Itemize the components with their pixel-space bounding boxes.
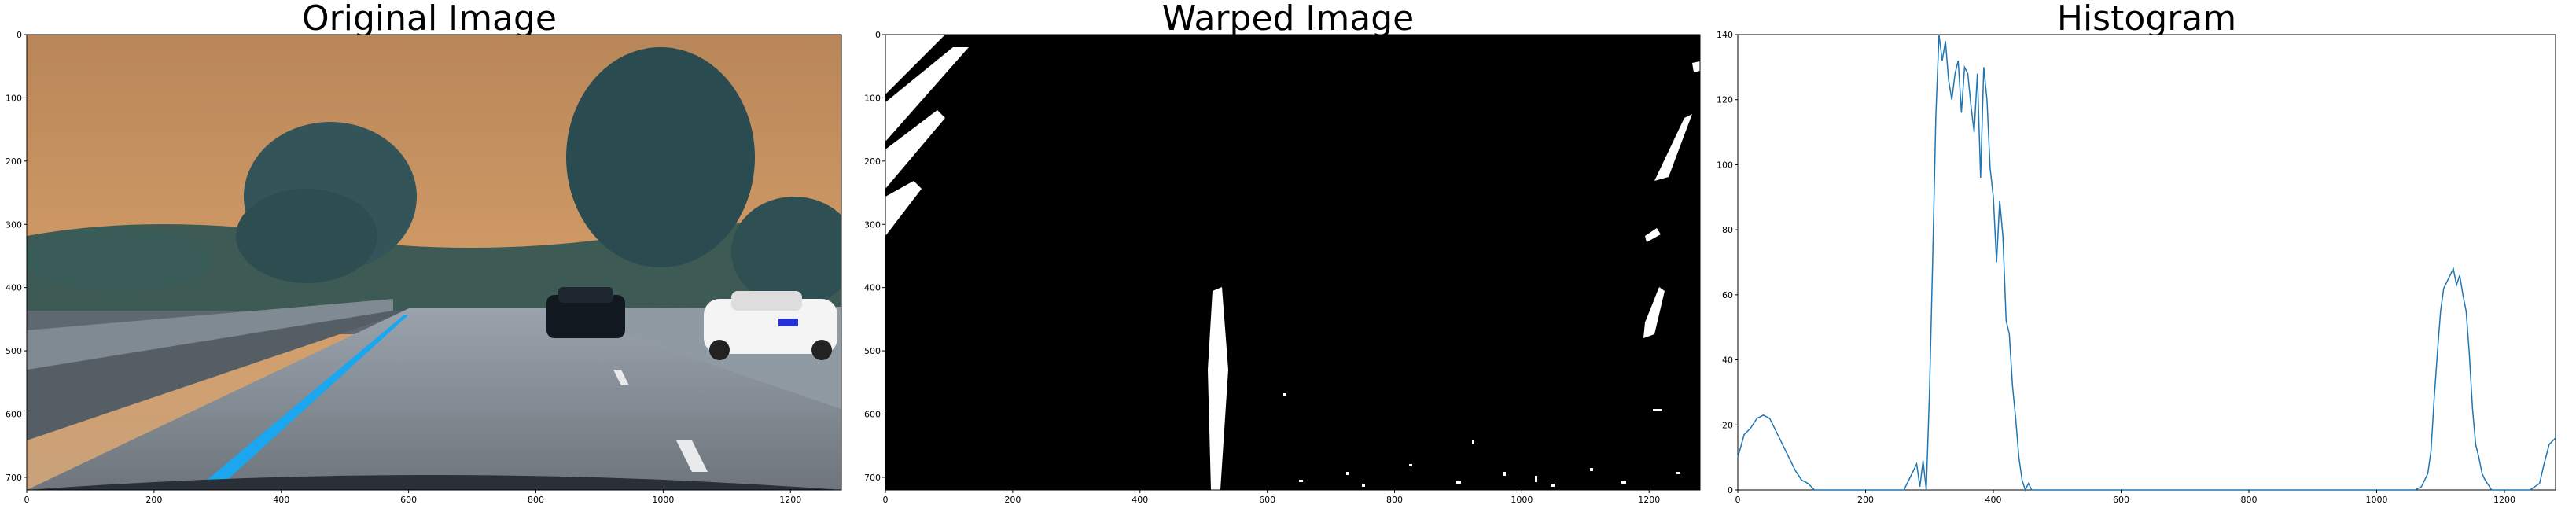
x-tick-label: 1000: [2366, 495, 2388, 505]
original-image-axes: 0 200 400 600 800 1000 1200 0 100 200 300 400 500 600…: [0, 0, 859, 512]
x-tick-label: 1200: [1638, 495, 1660, 505]
x-tick-label: 800: [1386, 495, 1403, 505]
x-tick-label: 0: [24, 495, 30, 505]
x-tick-label: 800: [528, 495, 544, 505]
x-tick-label: 400: [273, 495, 289, 505]
x-tick-label: 1000: [652, 495, 674, 505]
binary-lane-mask: [885, 35, 1700, 490]
y-tick-label: 500: [864, 346, 881, 356]
x-tick-label: 600: [2113, 495, 2129, 505]
y-tick-label: 300: [864, 219, 881, 230]
x-tick-label: 1000: [1511, 495, 1533, 505]
y-tick-label: 20: [1722, 420, 1733, 430]
x-tick-label: 400: [1132, 495, 1148, 505]
y-tick-label: 400: [864, 283, 881, 293]
panel-histogram: Histogram 0 200 400 600 800 1000 1200 0 20 40 60 80…: [1717, 0, 2576, 512]
x-tick-label: 1200: [779, 495, 801, 505]
x-tick-label: 800: [2241, 495, 2258, 505]
y-tick-label: 60: [1722, 290, 1733, 300]
y-tick-label: 40: [1722, 355, 1733, 366]
x-tick-label: 600: [1259, 495, 1275, 505]
x-tick-label: 0: [883, 495, 889, 505]
y-tick-label: 200: [864, 157, 881, 167]
y-tick-label: 600: [6, 410, 22, 420]
y-tick-label: 140: [1717, 30, 1733, 40]
y-tick-label: 0: [1728, 485, 1733, 495]
y-tick-label: 80: [1722, 225, 1733, 235]
histogram-chart: 0 200 400 600 800 1000 1200 0 20 40 60 80 100 120 140: [1717, 0, 2576, 512]
y-tick-label: 0: [17, 30, 22, 40]
y-tick-label: 200: [6, 157, 22, 167]
road-photo: [24, 35, 857, 490]
y-tick-label: 600: [864, 410, 881, 420]
panel-warped-image: Warped Image: [859, 0, 1717, 512]
y-tick-label: 100: [6, 93, 22, 103]
y-tick-label: 100: [1717, 160, 1733, 170]
x-tick-label: 600: [400, 495, 417, 505]
warped-image-axes: 0 200 400 600 800 1000 1200 0 100 200 300 400 500 600…: [859, 0, 1717, 512]
x-tick-label: 400: [1985, 495, 2002, 505]
y-tick-label: 120: [1717, 95, 1733, 105]
x-tick-label: 200: [1004, 495, 1021, 505]
x-tick-label: 200: [145, 495, 162, 505]
y-tick-label: 300: [6, 219, 22, 230]
y-tick-label: 100: [864, 93, 881, 103]
x-tick-label: 1200: [2493, 495, 2515, 505]
x-tick-label: 0: [1735, 495, 1741, 505]
y-tick-label: 700: [864, 473, 881, 483]
y-tick-label: 0: [875, 30, 881, 40]
x-tick-label: 200: [1857, 495, 1874, 505]
y-tick-label: 400: [6, 283, 22, 293]
y-tick-label: 700: [6, 473, 22, 483]
y-tick-label: 500: [6, 346, 22, 356]
panel-original-image: Original Image: [0, 0, 859, 512]
